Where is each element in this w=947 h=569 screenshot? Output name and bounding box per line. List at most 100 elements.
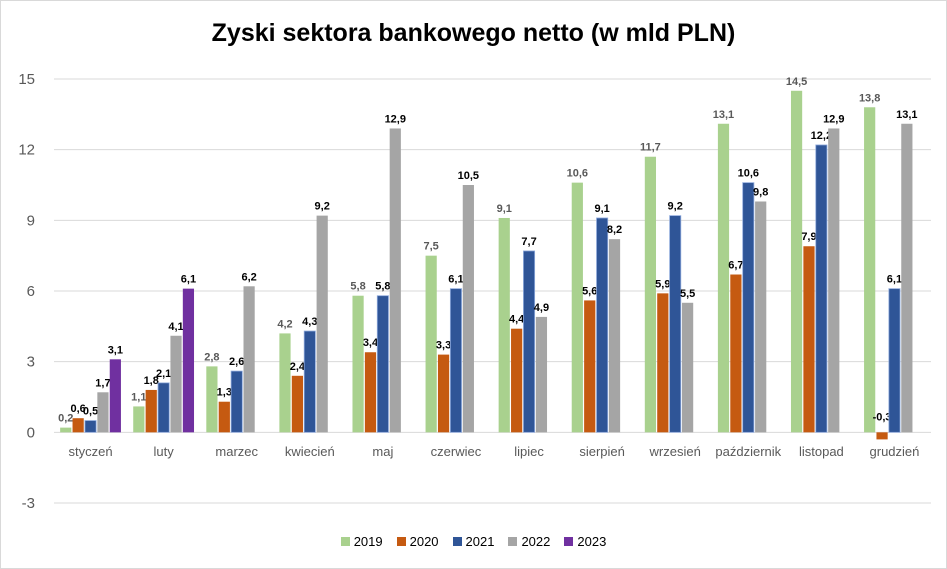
data-label: 7,9 — [801, 231, 816, 243]
bar-2022-9 — [755, 201, 767, 433]
bar-2021-5 — [449, 288, 462, 433]
data-label: 3,3 — [436, 340, 451, 352]
data-label: 0,6 — [70, 403, 85, 415]
data-label: 5,5 — [680, 288, 695, 300]
x-tick-label: wrzesień — [649, 444, 701, 459]
bar-2019-6 — [498, 217, 510, 433]
y-tick-label: 12 — [18, 142, 35, 159]
bar-2022-11 — [901, 123, 913, 433]
bar-2020-5 — [437, 354, 450, 433]
data-label: 14,5 — [786, 76, 807, 88]
data-label: 4,3 — [302, 316, 317, 328]
bar-2022-5 — [462, 185, 474, 433]
data-label: 12,9 — [823, 113, 844, 125]
data-label: 2,8 — [204, 351, 219, 363]
data-label: 1,8 — [144, 375, 159, 387]
y-tick-label: 15 — [18, 71, 35, 88]
bar-2022-2 — [243, 286, 255, 433]
legend-swatch — [508, 537, 518, 546]
bar-2022-8 — [682, 302, 694, 433]
bar-2020-3 — [291, 375, 303, 433]
x-tick-label: kwiecień — [285, 444, 335, 459]
data-label: 10,5 — [458, 170, 479, 182]
data-label: 1,1 — [131, 391, 146, 403]
bar-2022-7 — [608, 239, 621, 433]
data-label: 13,8 — [859, 92, 880, 104]
bar-2019-7 — [571, 182, 583, 433]
y-tick-label: 9 — [27, 212, 35, 229]
bar-2022-1 — [170, 335, 182, 433]
x-tick-label: maj — [372, 444, 393, 459]
bar-2019-5 — [425, 255, 437, 433]
x-tick-label: lipiec — [514, 444, 544, 459]
data-label: 9,2 — [668, 201, 683, 213]
data-label: 4,4 — [509, 314, 525, 326]
x-tick-label: czerwiec — [431, 444, 482, 459]
legend-label: 2021 — [465, 534, 495, 549]
bar-2019-10 — [790, 90, 803, 433]
data-label: 6,1 — [181, 274, 196, 286]
bar-2021-7 — [596, 217, 609, 433]
bar-2021-4 — [376, 295, 389, 433]
data-label: 5,8 — [375, 281, 390, 293]
bar-2019-2 — [206, 366, 218, 433]
bar-2021-6 — [523, 250, 536, 433]
bar-2022-6 — [535, 316, 548, 433]
x-tick-label: styczeń — [69, 444, 113, 459]
data-label: 7,7 — [521, 236, 536, 248]
legend-item-2023: 2023 — [564, 534, 606, 549]
bar-2020-6 — [511, 328, 523, 433]
legend-item-2020: 2020 — [396, 534, 439, 549]
bar-2020-0 — [72, 418, 84, 433]
y-tick-label: 3 — [27, 354, 35, 371]
legend-label: 2022 — [521, 534, 551, 549]
bar-2021-1 — [157, 382, 170, 433]
data-label: 8,2 — [607, 224, 622, 236]
data-label: 9,1 — [497, 203, 512, 215]
data-label: 13,1 — [896, 109, 917, 121]
data-label: 6,2 — [241, 271, 256, 283]
bar-2019-11 — [864, 107, 876, 433]
legend-label: 2019 — [353, 534, 383, 549]
bar-2019-1 — [133, 406, 145, 433]
data-label: -0,3 — [873, 411, 892, 423]
x-tick-label: październik — [715, 444, 781, 459]
chart-title: Zyski sektora bankowego netto (w mld PLN… — [211, 19, 736, 47]
bar-2022-10 — [828, 128, 840, 433]
legend-swatch — [340, 537, 350, 546]
x-tick-label: marzec — [215, 444, 258, 459]
legend-label: 2023 — [577, 534, 607, 549]
bar-2020-2 — [218, 401, 230, 433]
data-label: 3,1 — [108, 344, 123, 356]
bar-2019-4 — [352, 295, 364, 433]
legend-label: 2020 — [409, 534, 439, 549]
bar-2019-3 — [279, 333, 291, 433]
bar-2020-7 — [584, 300, 596, 433]
data-label: 10,6 — [738, 168, 759, 180]
data-label: 9,2 — [315, 201, 330, 213]
data-label: 5,9 — [655, 278, 670, 290]
legend-swatch — [452, 537, 462, 546]
bar-2022-4 — [389, 128, 401, 433]
bar-2019-8 — [644, 156, 657, 433]
y-tick-label: 6 — [27, 283, 35, 300]
legend-swatch — [396, 537, 406, 546]
y-tick-label: 0 — [27, 424, 35, 441]
data-label: 4,2 — [277, 318, 292, 330]
chart-legend: 2019 2020 2021 2022 2023 — [1, 534, 946, 549]
bar-2023-0 — [109, 359, 121, 433]
data-label: 6,1 — [448, 274, 463, 286]
data-label: 2,4 — [290, 361, 306, 373]
data-label: 6,1 — [887, 274, 902, 286]
legend-item-2021: 2021 — [452, 534, 495, 549]
bar-2020-8 — [657, 293, 669, 433]
data-label: 11,7 — [640, 142, 661, 154]
data-label: 4,1 — [168, 321, 183, 333]
bar-2023-1 — [182, 288, 195, 433]
data-label: 5,6 — [582, 285, 597, 297]
bar-2019-9 — [717, 123, 730, 433]
legend-item-2022: 2022 — [508, 534, 550, 549]
bar-2020-1 — [145, 389, 157, 433]
data-label: 9,1 — [594, 203, 609, 215]
legend-swatch — [564, 537, 574, 546]
